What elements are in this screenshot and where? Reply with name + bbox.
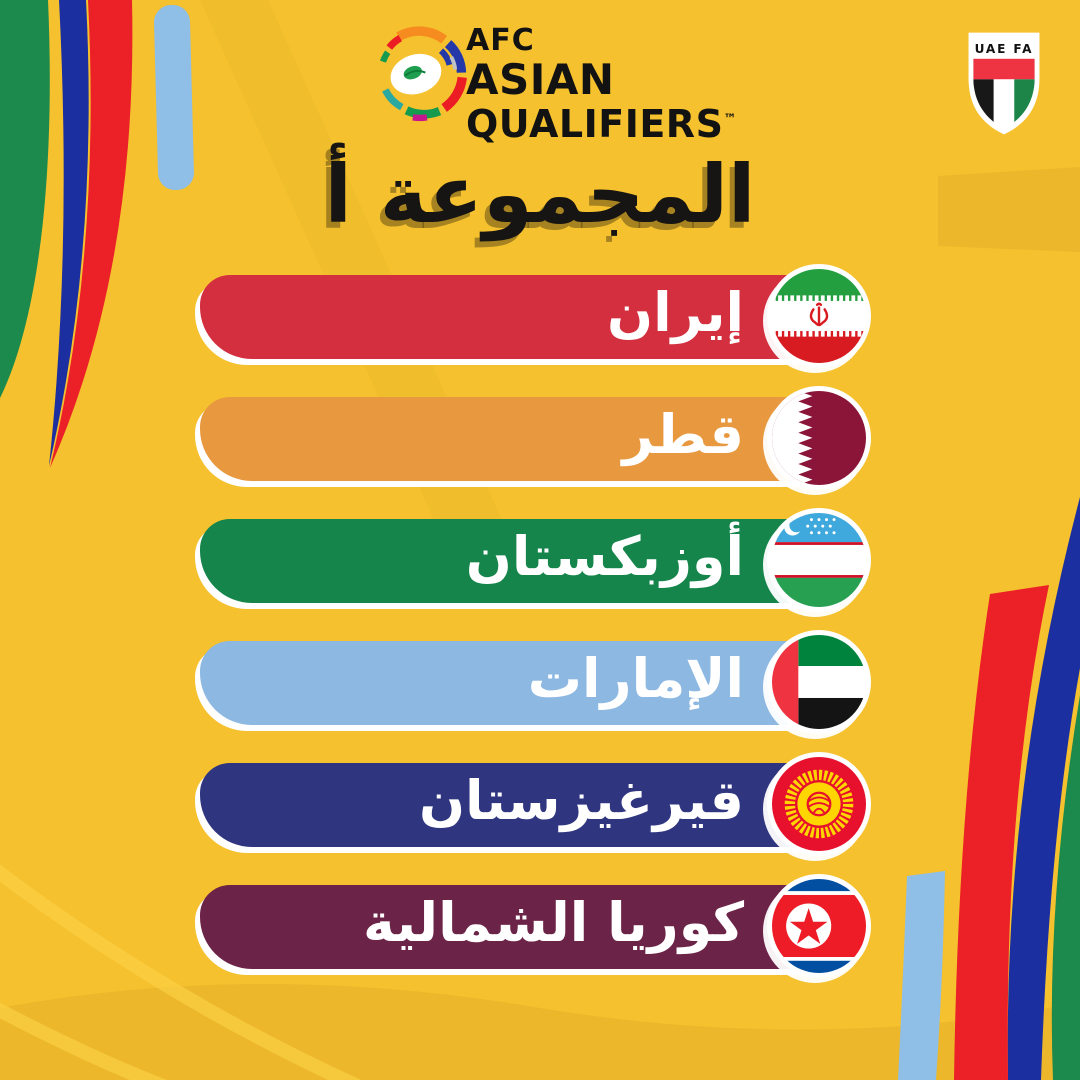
light-arc-bottom-left-inner	[0, 1002, 168, 1080]
iran-flag-icon	[767, 264, 871, 368]
afc-logo-line2: ASIAN	[466, 55, 615, 104]
left-swirl-red	[50, 0, 133, 468]
uzbekistan-flag-icon	[767, 508, 871, 612]
team-name: أوزبكستان	[465, 525, 744, 588]
qatar-flag-icon	[767, 386, 871, 490]
team-bar-qatar: قطر	[200, 397, 836, 481]
light-arc-bottom-left-outer	[0, 864, 362, 1080]
team-bar-north-korea: كوريا الشمالية	[200, 885, 836, 969]
right-swirl-green	[1051, 695, 1080, 1080]
shade-bottom	[0, 984, 1080, 1080]
uae-fa-crest-icon: UAE FA	[962, 28, 1046, 144]
team-name: قطر	[622, 403, 744, 466]
team-name: إيران	[607, 281, 744, 344]
uae-flag-icon	[767, 630, 871, 734]
trademark-symbol: ™	[723, 112, 737, 127]
team-bar-uzbekistan: أوزبكستان	[200, 519, 836, 603]
page-title: المجموعة أ	[324, 148, 756, 241]
team-name: كوريا الشمالية	[363, 891, 744, 954]
right-swirl-red	[954, 585, 1049, 1080]
team-bar-iran: إيران	[200, 275, 836, 359]
afc-logo-line3: QUALIFIERS™	[466, 102, 737, 146]
team-name: قيرغيزستان	[418, 769, 744, 832]
right-swirl-blue	[1007, 497, 1080, 1080]
north-korea-flag-icon	[767, 874, 871, 978]
left-swirl-blue	[49, 0, 89, 466]
team-bar-kyrgyzstan: قيرغيزستان	[200, 763, 836, 847]
afc-swirl-logo-icon	[372, 24, 474, 138]
afc-logo-line1: AFC	[466, 23, 535, 58]
kyrgyzstan-flag-icon	[767, 752, 871, 856]
shade-band-top-right	[938, 167, 1080, 252]
light-blue-band-bottom-right	[898, 871, 945, 1080]
team-name: الإمارات	[527, 647, 744, 710]
light-blue-bar-top-left	[154, 4, 194, 191]
team-bar-uae: الإمارات	[200, 641, 836, 725]
uae-fa-crest-text: UAE FA	[975, 42, 1034, 56]
afc-logo-wordmark: AFC ASIAN QUALIFIERS™	[466, 23, 737, 146]
left-swirl-green	[0, 0, 50, 398]
